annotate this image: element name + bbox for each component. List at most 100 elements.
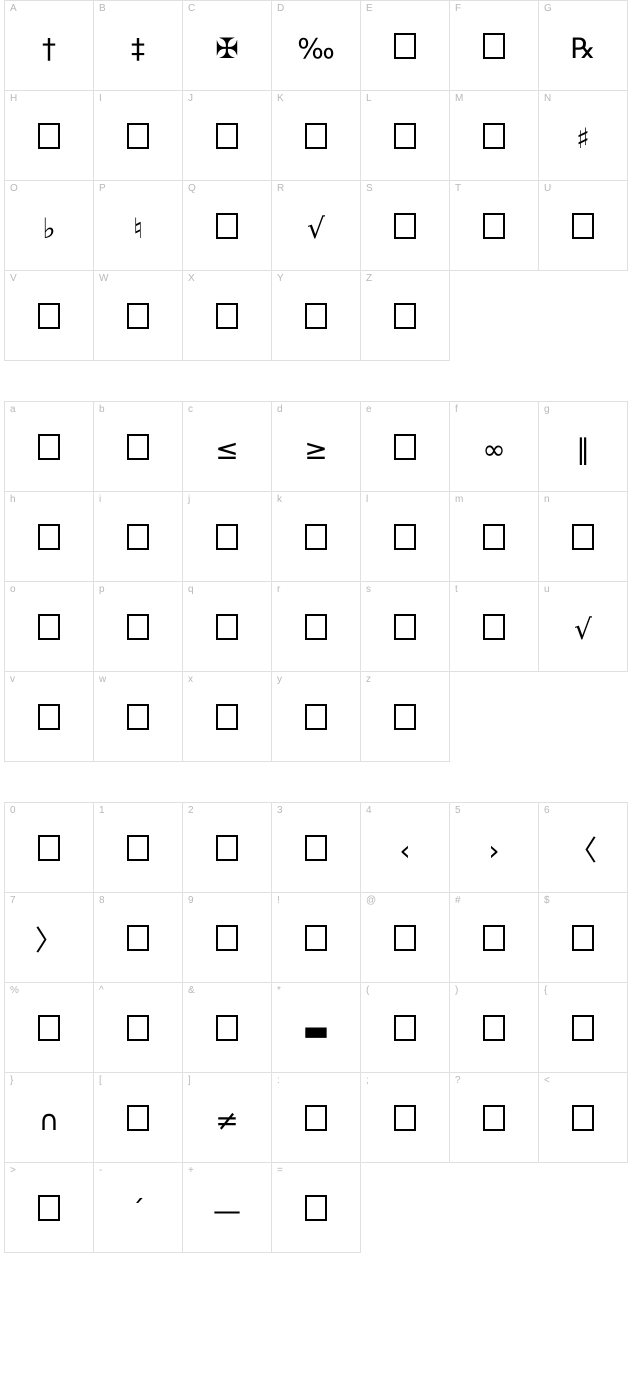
glyph-cell[interactable]: q [183, 582, 272, 672]
glyph-cell[interactable]: A† [5, 1, 94, 91]
glyph-cell[interactable]: x [183, 672, 272, 762]
glyph-cell[interactable]: # [450, 893, 539, 983]
glyph-cell[interactable]: T [450, 181, 539, 271]
cell-label: 9 [188, 896, 194, 906]
glyph-cell[interactable]: C✠ [183, 1, 272, 91]
missing-glyph-icon [572, 1105, 594, 1131]
glyph-cell[interactable]: R√ [272, 181, 361, 271]
glyph-cell[interactable]: f∞ [450, 402, 539, 492]
glyph-cell[interactable]: ! [272, 893, 361, 983]
glyph-cell[interactable]: { [539, 983, 628, 1073]
glyph-cell[interactable]: *▬ [272, 983, 361, 1073]
glyph-cell[interactable]: 8 [94, 893, 183, 983]
glyph-cell[interactable]: D‰ [272, 1, 361, 91]
glyph-cell[interactable]: U [539, 181, 628, 271]
glyph-cell[interactable]: > [5, 1163, 94, 1253]
glyph-cell[interactable]: S [361, 181, 450, 271]
glyph-cell[interactable]: % [5, 983, 94, 1073]
glyph-cell[interactable]: }∩ [5, 1073, 94, 1163]
glyph-cell[interactable]: e [361, 402, 450, 492]
cell-label: + [188, 1166, 194, 1176]
glyph-cell[interactable]: y [272, 672, 361, 762]
missing-glyph-icon [38, 614, 60, 640]
glyph-char: ‰ [297, 35, 335, 63]
glyph-cell[interactable]: g∥ [539, 402, 628, 492]
glyph-cell[interactable]: Q [183, 181, 272, 271]
glyph-cell[interactable]: -´ [94, 1163, 183, 1253]
glyph-cell[interactable]: 4‹ [361, 803, 450, 893]
glyph-cell[interactable]: N♯ [539, 91, 628, 181]
glyph-cell[interactable]: @ [361, 893, 450, 983]
cell-label: o [10, 585, 16, 595]
glyph-cell[interactable]: j [183, 492, 272, 582]
glyph-cell[interactable]: 5› [450, 803, 539, 893]
glyph-cell[interactable]: J [183, 91, 272, 181]
glyph-cell[interactable]: ]≠ [183, 1073, 272, 1163]
glyph-cell[interactable]: 6〈 [539, 803, 628, 893]
cell-label: H [10, 94, 17, 104]
glyph-cell[interactable]: r [272, 582, 361, 672]
glyph-cell[interactable]: 1 [94, 803, 183, 893]
glyph-cell[interactable]: V [5, 271, 94, 361]
glyph-cell[interactable]: 2 [183, 803, 272, 893]
glyph-cell[interactable]: u√ [539, 582, 628, 672]
missing-glyph-icon [38, 835, 60, 861]
glyph-cell[interactable]: Y [272, 271, 361, 361]
glyph-cell[interactable]: 9 [183, 893, 272, 983]
glyph-cell[interactable]: i [94, 492, 183, 582]
glyph-cell[interactable]: Z [361, 271, 450, 361]
missing-glyph-icon [216, 1015, 238, 1041]
glyph-cell[interactable]: b [94, 402, 183, 492]
glyph-cell[interactable]: P♮ [94, 181, 183, 271]
glyph-cell[interactable]: n [539, 492, 628, 582]
glyph-cell[interactable]: w [94, 672, 183, 762]
cell-label: [ [99, 1076, 102, 1086]
glyph-cell[interactable]: & [183, 983, 272, 1073]
glyph-cell[interactable]: m [450, 492, 539, 582]
glyph-cell[interactable]: a [5, 402, 94, 492]
glyph-char: ‹ [399, 837, 410, 865]
glyph-cell[interactable]: F [450, 1, 539, 91]
glyph-cell[interactable]: ( [361, 983, 450, 1073]
glyph-cell[interactable]: h [5, 492, 94, 582]
glyph-cell[interactable]: : [272, 1073, 361, 1163]
glyph-cell[interactable]: [ [94, 1073, 183, 1163]
glyph-cell[interactable]: v [5, 672, 94, 762]
glyph-cell[interactable]: z [361, 672, 450, 762]
glyph-cell[interactable]: K [272, 91, 361, 181]
glyph-cell[interactable]: p [94, 582, 183, 672]
glyph-cell[interactable]: 3 [272, 803, 361, 893]
glyph-cell[interactable]: B‡ [94, 1, 183, 91]
glyph-cell[interactable]: L [361, 91, 450, 181]
glyph-cell[interactable]: O♭ [5, 181, 94, 271]
glyph-cell[interactable]: c≤ [183, 402, 272, 492]
missing-glyph-icon [38, 434, 60, 460]
glyph-cell[interactable]: I [94, 91, 183, 181]
glyph-cell[interactable]: G℞ [539, 1, 628, 91]
glyph-cell[interactable]: ? [450, 1073, 539, 1163]
glyph-cell[interactable]: H [5, 91, 94, 181]
missing-glyph-icon [394, 704, 416, 730]
glyph-cell[interactable]: X [183, 271, 272, 361]
glyph-cell[interactable]: ^ [94, 983, 183, 1073]
glyph-cell[interactable]: +— [183, 1163, 272, 1253]
glyph-cell[interactable]: $ [539, 893, 628, 983]
glyph-cell[interactable]: W [94, 271, 183, 361]
glyph-cell[interactable]: M [450, 91, 539, 181]
glyph-cell[interactable]: < [539, 1073, 628, 1163]
glyph-cell[interactable]: d≥ [272, 402, 361, 492]
glyph-cell[interactable]: 0 [5, 803, 94, 893]
glyph-cell[interactable]: = [272, 1163, 361, 1253]
missing-glyph-icon [127, 704, 149, 730]
glyph-cell[interactable]: t [450, 582, 539, 672]
glyph-cell[interactable]: l [361, 492, 450, 582]
glyph-cell[interactable]: o [5, 582, 94, 672]
glyph-cell[interactable]: E [361, 1, 450, 91]
glyph-cell[interactable]: 7〉 [5, 893, 94, 983]
glyph-cell[interactable]: ) [450, 983, 539, 1073]
glyph-cell[interactable]: s [361, 582, 450, 672]
cell-label: e [366, 405, 372, 415]
cell-label: v [10, 675, 15, 685]
glyph-cell[interactable]: k [272, 492, 361, 582]
glyph-cell[interactable]: ; [361, 1073, 450, 1163]
